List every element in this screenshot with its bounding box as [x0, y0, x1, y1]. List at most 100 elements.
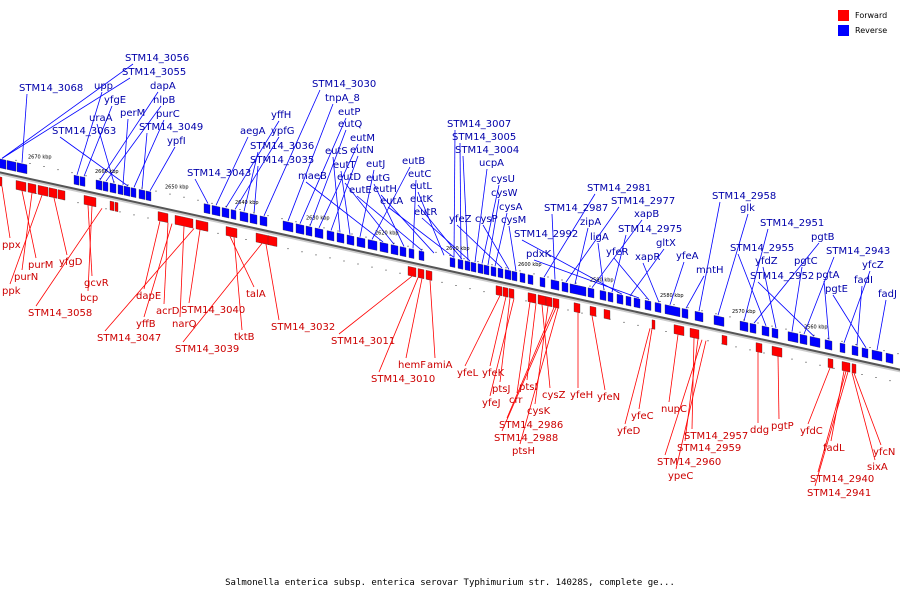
reverse-gene-connector — [21, 93, 28, 163]
forward-gene-label: dapE — [136, 291, 161, 302]
kbp-tick-label: 2600 kbp — [518, 262, 542, 268]
forward-gene-feature — [508, 288, 515, 299]
reverse-gene-feature — [6, 160, 17, 172]
forward-gene-connector — [87, 206, 93, 292]
reverse-gene-feature — [305, 225, 313, 237]
reverse-gene-label: pdxK — [526, 249, 552, 260]
kbp-tick-label: 2590 kbp — [590, 278, 614, 284]
reverse-gene-connector — [685, 275, 705, 309]
forward-gene-label: purN — [14, 272, 38, 283]
forward-gene-feature — [255, 232, 270, 245]
kbp-tick-label: 2560 kbp — [804, 325, 828, 331]
reverse-gene-label: mntH — [696, 265, 724, 276]
forward-gene-connector — [489, 296, 507, 367]
reverse-gene-label: ligA — [590, 232, 609, 243]
reverse-gene-feature — [390, 244, 399, 256]
reverse-gene-feature — [861, 347, 869, 359]
reverse-gene-connector — [76, 91, 103, 175]
forward-gene-feature — [48, 187, 58, 199]
forward-swatch — [838, 10, 849, 21]
forward-gene-label: STM14_2959 — [677, 443, 741, 454]
forward-gene-connector — [814, 371, 849, 487]
reverse-gene-label: aegA — [240, 126, 266, 137]
reverse-gene-connector — [487, 198, 500, 265]
forward-gene-label: amiA — [427, 360, 453, 371]
reverse-gene-feature — [470, 261, 477, 273]
reverse-gene-label: pgtE — [825, 284, 848, 295]
reverse-gene-feature — [221, 207, 230, 219]
reverse-gene-connector — [832, 294, 867, 348]
reverse-gene-connector — [371, 166, 411, 240]
reverse-gene-label: gltX — [656, 238, 676, 249]
reverse-gene-feature — [449, 257, 456, 268]
forward-gene-label: STM14_2941 — [807, 488, 871, 499]
reverse-gene-connector — [459, 142, 462, 259]
kbp-tick-label: 2650 kbp — [165, 185, 189, 191]
forward-gene-feature — [689, 327, 700, 340]
forward-gene-connector — [429, 280, 436, 359]
reverse-gene-label: STM14_2958 — [712, 191, 776, 202]
forward-gene-connector — [53, 197, 68, 256]
forward-gene-label: gcvR — [84, 278, 109, 289]
reverse-gene-feature — [145, 190, 152, 202]
reverse-gene-feature — [399, 246, 407, 258]
forward-gene-label: ddg — [750, 425, 769, 436]
forward-gene-feature — [527, 292, 537, 304]
forward-gene-feature — [27, 182, 37, 194]
reverse-gene-connector — [122, 118, 129, 185]
reverse-gene-feature — [314, 227, 324, 239]
label-connector-lines — [1, 63, 887, 487]
reverse-gene-label: fadJ — [878, 289, 897, 300]
reverse-gene-feature — [249, 213, 258, 225]
forward-gene-feature — [771, 345, 783, 358]
forward-gene-label: narQ — [172, 319, 197, 330]
forward-gene-feature — [755, 342, 763, 354]
reverse-gene-connector — [737, 253, 767, 326]
forward-gene-label: yfeC — [631, 411, 654, 422]
forward-gene-connector — [21, 192, 33, 271]
reverse-gene-connector — [565, 206, 620, 283]
reverse-gene-feature — [79, 176, 86, 187]
forward-gene-label: yfeK — [482, 368, 505, 379]
reverse-gene-feature — [464, 260, 471, 272]
reverse-gene-feature — [885, 352, 894, 364]
forward-gene-feature — [109, 200, 115, 212]
forward-gene-label: nupC — [661, 404, 687, 415]
forward-gene-label: yfgD — [59, 257, 83, 268]
reverse-gene-feature — [117, 184, 124, 196]
reverse-gene-connector — [421, 217, 471, 262]
reverse-gene-feature — [799, 334, 808, 345]
forward-gene-label: ptsI — [519, 382, 537, 393]
reverse-gene-label: yfeA — [676, 251, 699, 262]
reverse-gene-connector — [318, 143, 359, 229]
reverse-gene-label: eutJ — [366, 159, 385, 170]
reverse-gene-label: xapB — [634, 209, 659, 220]
reverse-gene-label: STM14_2943 — [826, 246, 890, 257]
forward-gene-label: cysK — [527, 406, 551, 417]
forward-gene-label: ypeC — [668, 471, 693, 482]
reverse-gene-connector — [83, 105, 113, 177]
forward-gene-connector — [506, 307, 555, 419]
forward-gene-feature — [651, 319, 656, 330]
reverse-gene-connector — [791, 266, 803, 332]
map-caption: Salmonella enterica subsp. enterica sero… — [225, 578, 675, 588]
reverse-gene-label: pgtC — [794, 256, 818, 267]
forward-gene-label: bcp — [80, 293, 98, 304]
forward-gene-feature — [157, 211, 169, 223]
legend-reverse-label: Reverse — [855, 26, 888, 35]
forward-gene-connector — [807, 367, 831, 425]
forward-gene-feature — [57, 189, 66, 201]
reverse-gene-feature — [203, 203, 211, 215]
legend-forward: Forward — [838, 8, 887, 23]
kbp-tick-label: 2620 kbp — [375, 231, 399, 237]
reverse-gene-feature — [130, 187, 137, 198]
backbone-shadow — [0, 172, 900, 373]
kbp-tick-label: 2660 kbp — [95, 169, 119, 175]
genome-backbone: 2670 kbp 2660 kbp 2650 kbp 2640 kbp 2630 kbp… — [0, 155, 900, 382]
forward-gene-connector — [691, 338, 695, 430]
reverse-gene-label: STM14_2955 — [730, 243, 794, 254]
reverse-gene-feature — [644, 300, 652, 311]
forward-gene-label: STM14_3040 — [181, 305, 245, 316]
